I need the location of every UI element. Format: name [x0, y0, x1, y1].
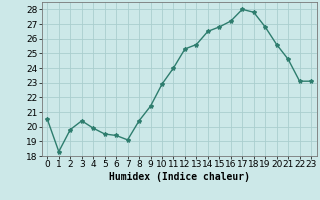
X-axis label: Humidex (Indice chaleur): Humidex (Indice chaleur) [109, 172, 250, 182]
